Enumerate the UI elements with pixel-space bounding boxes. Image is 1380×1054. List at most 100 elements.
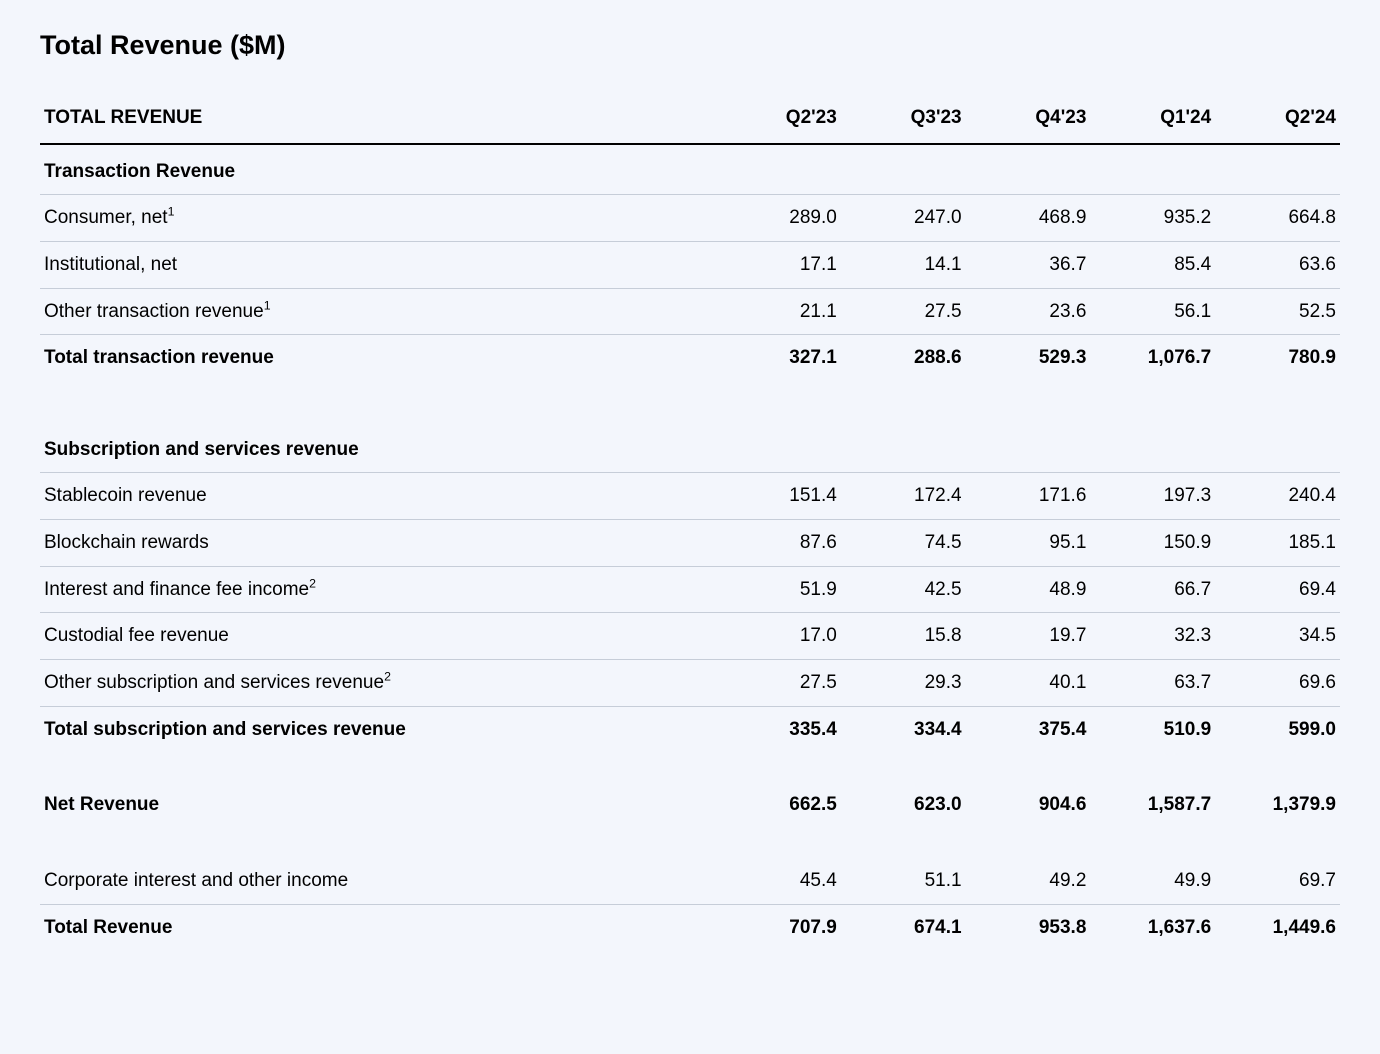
cell: 674.1 [841,904,966,950]
table-row: Blockchain rewards 87.6 74.5 95.1 150.9 … [40,520,1340,567]
table-row: Consumer, net1 289.0 247.0 468.9 935.2 6… [40,195,1340,242]
row-label: Total transaction revenue [40,335,716,381]
row-label: Other transaction revenue1 [40,288,716,335]
row-label: Stablecoin revenue [40,473,716,520]
row-label: Blockchain rewards [40,520,716,567]
cell: 375.4 [966,706,1091,752]
cell: 23.6 [966,288,1091,335]
net-revenue-row: Net Revenue 662.5 623.0 904.6 1,587.7 1,… [40,752,1340,828]
cell: 95.1 [966,520,1091,567]
cell: 327.1 [716,335,841,381]
cell: 599.0 [1215,706,1340,752]
cell: 707.9 [716,904,841,950]
table-row: Other transaction revenue1 21.1 27.5 23.… [40,288,1340,335]
total-transaction-row: Total transaction revenue 327.1 288.6 52… [40,335,1340,381]
total-subscription-row: Total subscription and services revenue … [40,706,1340,752]
cell: 335.4 [716,706,841,752]
cell: 69.6 [1215,660,1340,707]
row-label: Total Revenue [40,904,716,950]
spacer: Corporate interest and other income 45.4… [40,828,1340,904]
cell: 1,449.6 [1215,904,1340,950]
cell: 85.4 [1090,241,1215,288]
section-header-subscription: Subscription and services revenue [40,381,1340,473]
cell: 17.0 [716,613,841,660]
table-header-row: TOTAL REVENUE Q2'23 Q3'23 Q4'23 Q1'24 Q2… [40,95,1340,144]
cell: 289.0 [716,195,841,242]
cell: 63.7 [1090,660,1215,707]
cell: 29.3 [841,660,966,707]
table-row: Stablecoin revenue 151.4 172.4 171.6 197… [40,473,1340,520]
cell: 69.7 [1215,828,1340,904]
row-label: Net Revenue [40,752,716,828]
cell: 48.9 [966,566,1091,613]
cell: 185.1 [1215,520,1340,567]
cell: 150.9 [1090,520,1215,567]
cell: 34.5 [1215,613,1340,660]
col-period: Q4'23 [966,95,1091,144]
table-row: Interest and finance fee income2 51.9 42… [40,566,1340,613]
table-row: Institutional, net 17.1 14.1 36.7 85.4 6… [40,241,1340,288]
row-label: Total subscription and services revenue [40,706,716,752]
cell: 63.6 [1215,241,1340,288]
cell: 1,637.6 [1090,904,1215,950]
cell: 17.1 [716,241,841,288]
row-label: Custodial fee revenue [40,613,716,660]
cell: 172.4 [841,473,966,520]
cell: 51.9 [716,566,841,613]
cell: 51.1 [841,828,966,904]
cell: 52.5 [1215,288,1340,335]
cell: 664.8 [1215,195,1340,242]
col-period: Q3'23 [841,95,966,144]
section-title: Transaction Revenue [40,144,716,195]
cell: 623.0 [841,752,966,828]
cell: 15.8 [841,613,966,660]
cell: 56.1 [1090,288,1215,335]
cell: 32.3 [1090,613,1215,660]
cell: 334.4 [841,706,966,752]
row-label: Interest and finance fee income2 [40,566,716,613]
cell: 662.5 [716,752,841,828]
cell: 510.9 [1090,706,1215,752]
cell: 66.7 [1090,566,1215,613]
cell: 953.8 [966,904,1091,950]
cell: 171.6 [966,473,1091,520]
cell: 74.5 [841,520,966,567]
cell: 69.4 [1215,566,1340,613]
cell: 247.0 [841,195,966,242]
col-period: Q2'24 [1215,95,1340,144]
cell: 45.4 [716,828,841,904]
cell: 27.5 [841,288,966,335]
cell: 935.2 [1090,195,1215,242]
cell: 288.6 [841,335,966,381]
table-row: Other subscription and services revenue2… [40,660,1340,707]
cell: 49.9 [1090,828,1215,904]
header-label: TOTAL REVENUE [40,95,716,144]
cell: 1,379.9 [1215,752,1340,828]
cell: 27.5 [716,660,841,707]
cell: 36.7 [966,241,1091,288]
cell: 1,587.7 [1090,752,1215,828]
cell: 780.9 [1215,335,1340,381]
row-label: Corporate interest and other income [40,828,716,904]
cell: 904.6 [966,752,1091,828]
cell: 42.5 [841,566,966,613]
cell: 1,076.7 [1090,335,1215,381]
cell: 468.9 [966,195,1091,242]
row-label: Other subscription and services revenue2 [40,660,716,707]
row-label: Institutional, net [40,241,716,288]
cell: 240.4 [1215,473,1340,520]
cell: 151.4 [716,473,841,520]
revenue-table: TOTAL REVENUE Q2'23 Q3'23 Q4'23 Q1'24 Q2… [40,95,1340,950]
cell: 49.2 [966,828,1091,904]
cell: 21.1 [716,288,841,335]
page-title: Total Revenue ($M) [40,30,1340,61]
cell: 197.3 [1090,473,1215,520]
row-label: Consumer, net1 [40,195,716,242]
cell: 14.1 [841,241,966,288]
cell: 87.6 [716,520,841,567]
cell: 529.3 [966,335,1091,381]
col-period: Q1'24 [1090,95,1215,144]
col-period: Q2'23 [716,95,841,144]
section-header-transaction: Transaction Revenue [40,144,1340,195]
grand-total-row: Total Revenue 707.9 674.1 953.8 1,637.6 … [40,904,1340,950]
